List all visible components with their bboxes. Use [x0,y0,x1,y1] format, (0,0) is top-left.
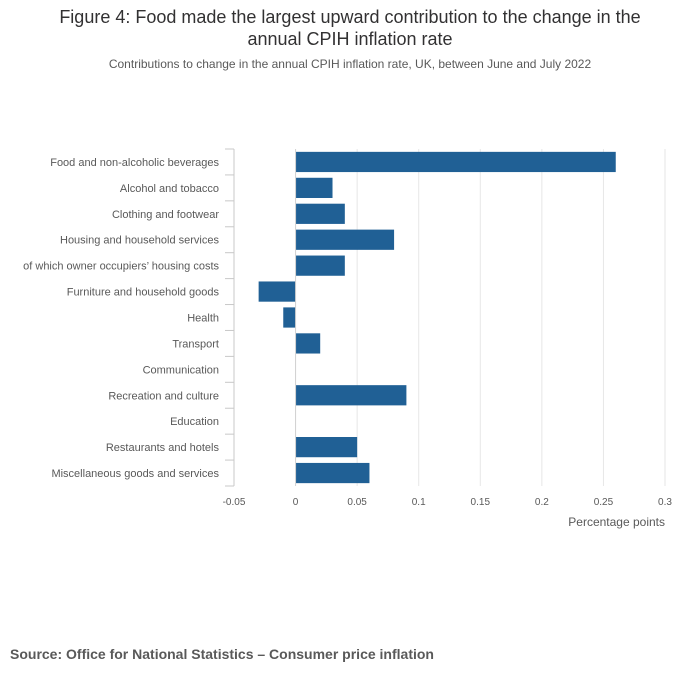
category-label-11: Restaurants and hotels [106,442,220,454]
bar-3 [295,229,395,250]
bar-1 [295,177,333,198]
x-axis-title: Percentage points [568,515,665,529]
category-label-5: Furniture and household goods [67,287,220,299]
bar-12 [295,462,370,484]
category-label-9: Recreation and culture [108,390,219,402]
bar-2 [295,203,345,224]
bar-4 [295,255,345,276]
chart-title-line-2: annual CPIH inflation rate [247,29,453,49]
bar-6 [283,307,296,328]
bar-9 [295,385,407,406]
x-tick-label-5: 0.2 [535,497,549,508]
chart-title: Figure 4: Food made the largest upward c… [0,6,700,50]
bar-chart: Food and non-alcoholic beverages Alcohol … [23,148,672,529]
x-tick-label-1: 0 [293,497,299,508]
category-label-1: Alcohol and tobacco [120,183,219,195]
x-tick-label-2: 0.05 [347,497,367,508]
category-label-0: Food and non-alcoholic beverages [50,157,219,169]
x-tick-label-7: 0.3 [658,497,672,508]
category-label-4: of which owner occupiers’ housing costs [23,261,219,273]
bar-11 [295,437,358,458]
category-label-3: Housing and household services [60,235,219,247]
category-label-2: Clothing and footwear [112,209,219,221]
category-label-7: Transport [172,338,219,350]
bar-5 [258,281,296,302]
category-label-12: Miscellaneous goods and services [51,468,219,480]
category-label-10: Education [170,416,219,428]
category-label-8: Communication [143,364,219,376]
chart-subtitle: Contributions to change in the annual CP… [108,57,592,71]
x-tick-label-6: 0.25 [594,497,614,508]
chart-title-line-1: Figure 4: Food made the largest upward c… [59,7,641,27]
x-tick-label-3: 0.1 [412,497,426,508]
x-tick-label-4: 0.15 [471,497,491,508]
bar-7 [295,333,321,354]
x-tick-label-0: -0.05 [223,497,246,508]
source-note: Source: Office for National Statistics –… [10,646,434,662]
bar-0 [295,151,616,173]
category-label-6: Health [187,313,219,325]
